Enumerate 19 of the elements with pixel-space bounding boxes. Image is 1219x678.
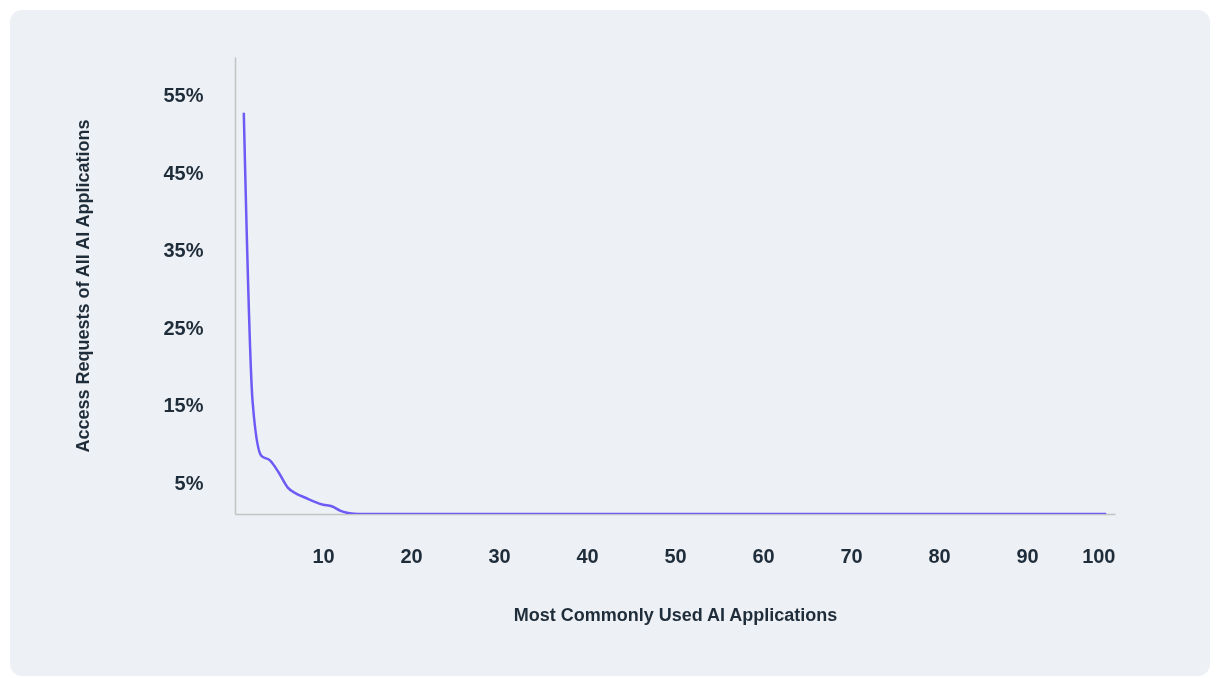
- y-tick-label: 5%: [174, 471, 204, 494]
- x-tick-label: 40: [576, 544, 599, 567]
- x-axis-title: Most Commonly Used AI Applications: [513, 604, 838, 625]
- x-tick-label: 30: [488, 544, 511, 567]
- x-tick-label: 100: [1082, 544, 1116, 567]
- y-tick-label: 55%: [163, 84, 204, 107]
- x-tick-label: 90: [1016, 544, 1039, 567]
- x-tick-label: 80: [928, 544, 951, 567]
- x-tick-label: 60: [752, 544, 775, 567]
- y-tick-label: 35%: [163, 239, 204, 262]
- y-tick-label: 25%: [163, 316, 204, 339]
- y-tick-label: 15%: [163, 394, 204, 417]
- x-tick-label: 70: [840, 544, 863, 567]
- x-tick-label: 50: [664, 544, 687, 567]
- x-tick-label: 20: [400, 544, 423, 567]
- y-axis-title: Access Requests of All AI Applications: [73, 119, 94, 453]
- y-tick-label: 45%: [163, 161, 204, 184]
- x-tick-label: 10: [312, 544, 335, 567]
- line-series: [242, 111, 1108, 514]
